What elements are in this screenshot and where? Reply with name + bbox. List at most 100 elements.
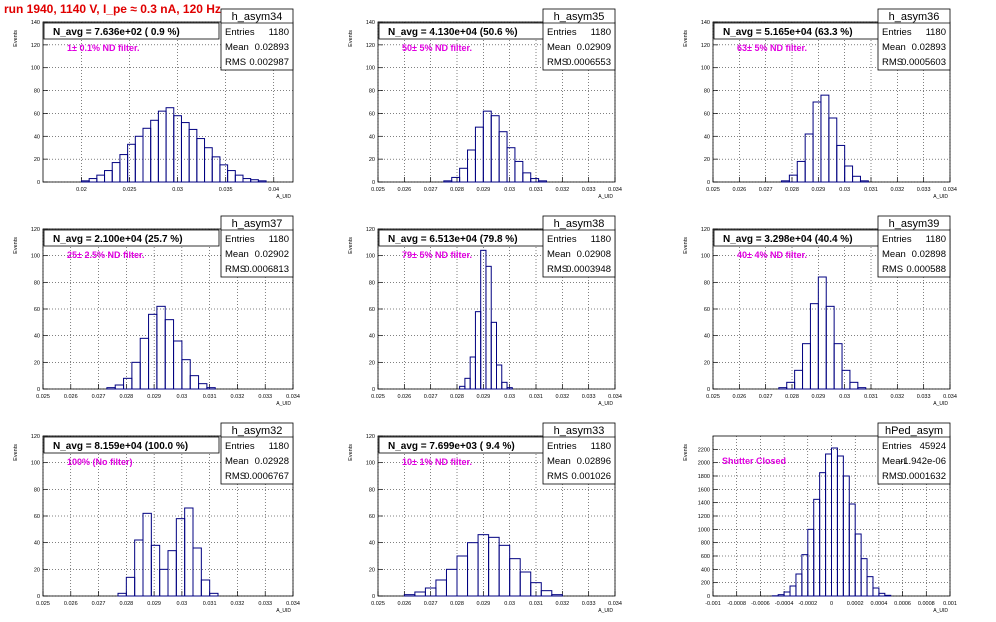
stats-title: h_asym38 — [554, 218, 605, 230]
stats-mean-label: Mean — [882, 456, 906, 467]
x-tick-label: 0.033 — [917, 394, 931, 400]
histogram-bin — [872, 587, 880, 597]
y-tick-label: 120 — [366, 434, 375, 440]
histogram-bin — [119, 154, 129, 183]
histogram-bin — [498, 131, 508, 183]
navg-label: N_avg = 5.165e+04 (63.3 %) — [723, 27, 853, 38]
histogram-panel-h_asym37: 0.025 0.026 0.027 0.028 0.029 0.03 0.031 0.032 0… — [13, 215, 300, 407]
stats-rms-value: 0.002987 — [249, 57, 289, 68]
navg-label: N_avg = 8.159e+04 (100.0 %) — [53, 441, 188, 452]
filter-label: 100% (No filter) — [67, 457, 133, 467]
stats-entries-value: 45924 — [920, 441, 946, 452]
stats-rms-label: RMS — [225, 57, 246, 68]
stats-entries-value: 1180 — [591, 234, 611, 245]
x-tick-label: 0.028 — [785, 187, 799, 193]
x-tick-label: 0.034 — [943, 187, 957, 193]
x-tick-label: 0.025 — [706, 394, 720, 400]
x-tick-label: 0.026 — [397, 187, 411, 193]
y-axis-label: Events — [348, 30, 354, 47]
y-tick-label: 40 — [704, 334, 710, 340]
y-tick-label: 20 — [704, 360, 710, 366]
stats-rms-value: 0.0003948 — [566, 264, 611, 275]
histogram-bin — [804, 133, 814, 183]
x-tick-label: 0.029 — [811, 394, 825, 400]
y-tick-label: 120 — [701, 43, 710, 49]
y-tick-label: 20 — [34, 567, 40, 573]
stats-entries-value: 1180 — [926, 27, 946, 38]
stats-title: h_asym36 — [889, 11, 940, 23]
histogram-bin — [134, 539, 144, 597]
stats-mean-value: 0.02898 — [912, 249, 946, 260]
y-tick-label: 80 — [34, 487, 40, 493]
y-tick-label: 0 — [707, 594, 710, 600]
histogram-bin — [257, 180, 267, 183]
y-tick-label: 100 — [31, 66, 40, 72]
stats-mean-label: Mean — [225, 42, 249, 53]
x-tick-label: -0.0008 — [727, 601, 746, 607]
stats-title: h_asym32 — [232, 425, 283, 437]
stats-entries-label: Entries — [225, 27, 255, 38]
stats-rms-value: 0.0001632 — [901, 471, 946, 482]
histogram-bin — [813, 498, 821, 597]
histogram-bin — [485, 265, 492, 390]
y-tick-label: 60 — [704, 307, 710, 313]
stats-rms-value: 0.0005603 — [901, 57, 946, 68]
x-tick-label: 0.03 — [839, 187, 850, 193]
x-tick-label: 0.03 — [177, 601, 188, 607]
y-axis-label: Events — [683, 444, 689, 461]
x-tick-label: 0.033 — [917, 187, 931, 193]
stats-title: h_asym34 — [232, 11, 283, 23]
y-tick-label: 40 — [34, 541, 40, 547]
x-tick-label: 0.032 — [555, 601, 569, 607]
x-tick-label: 0.026 — [397, 394, 411, 400]
y-tick-label: 0 — [372, 594, 375, 600]
histogram-bin — [106, 387, 116, 390]
y-tick-label: 100 — [366, 66, 375, 72]
histogram-bin — [200, 579, 211, 597]
stats-title: h_asym35 — [554, 11, 605, 23]
y-tick-label: 600 — [701, 554, 710, 560]
x-tick-label: -0.001 — [705, 601, 721, 607]
x-tick-label: 0.027 — [92, 601, 106, 607]
x-tick-label: 0.025 — [36, 394, 50, 400]
histogram-bin — [464, 377, 471, 390]
stats-entries-label: Entries — [547, 27, 577, 38]
navg-box — [43, 436, 220, 454]
filter-label: 63± 5% ND filter. — [737, 43, 807, 53]
x-tick-label: 0.03 — [177, 394, 188, 400]
histogram-bin — [482, 110, 492, 183]
y-tick-label: 100 — [366, 461, 375, 467]
histogram-bin — [150, 119, 159, 183]
histogram-bin — [501, 381, 508, 390]
histogram-bin — [844, 165, 854, 183]
histogram-bin — [474, 126, 484, 183]
stats-entries-label: Entries — [225, 234, 255, 245]
x-tick-label: 0.026 — [732, 187, 746, 193]
y-tick-label: 60 — [369, 307, 375, 313]
x-tick-label: 0.031 — [529, 601, 543, 607]
x-tick-label: 0.03 — [172, 187, 183, 193]
histogram-bin — [142, 127, 152, 183]
x-axis-label: A_UID — [933, 194, 948, 200]
histogram-bin — [817, 276, 827, 390]
x-tick-label: 0.0002 — [847, 601, 864, 607]
y-tick-label: 120 — [366, 43, 375, 49]
y-tick-label: 0 — [37, 180, 40, 186]
histogram-bin — [514, 160, 524, 183]
stats-box — [542, 8, 616, 71]
histogram-bin — [469, 356, 476, 390]
x-tick-label: 0.03 — [839, 394, 850, 400]
x-tick-label: 0.028 — [450, 187, 464, 193]
y-tick-label: 2200 — [698, 447, 710, 453]
histogram-bin — [857, 387, 867, 390]
y-tick-label: 120 — [31, 227, 40, 233]
histogram-bin — [456, 555, 469, 597]
stats-mean-value: 0.02893 — [255, 42, 289, 53]
histogram-bin — [204, 147, 213, 183]
histogram-bin — [530, 178, 540, 183]
x-tick-label: 0.034 — [608, 394, 622, 400]
histogram-bin — [540, 590, 553, 597]
histogram-bin — [242, 178, 252, 183]
histogram-bin — [807, 528, 815, 597]
x-tick-label: 0.027 — [424, 187, 438, 193]
